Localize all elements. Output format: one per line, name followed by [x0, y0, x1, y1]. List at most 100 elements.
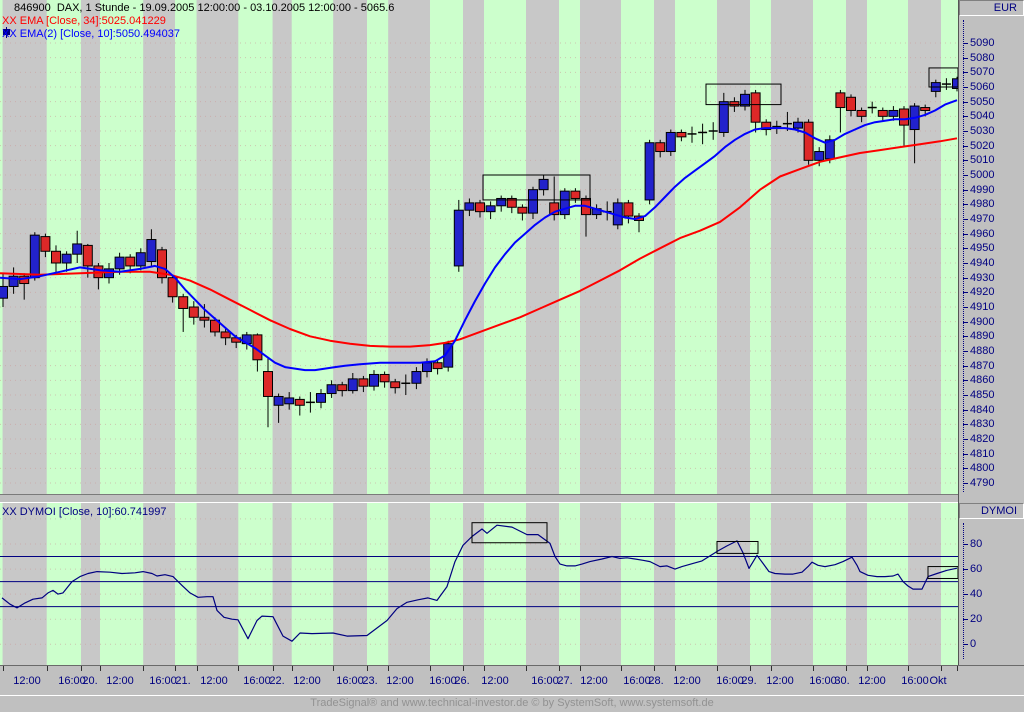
- ema10-legend: XX EMA(2) [Close, 10]:5050.494037: [2, 28, 180, 40]
- time-tick-label: 28.: [648, 675, 664, 687]
- candle-down: [51, 250, 61, 264]
- time-tick-mark: [717, 666, 718, 671]
- session-stripe: [0, 0, 3, 494]
- price-tick-label: 4930: [970, 272, 995, 284]
- candle-down: [549, 202, 560, 216]
- candle-up: [8, 275, 19, 287]
- candle-down: [570, 190, 581, 199]
- time-tick-mark: [621, 666, 622, 671]
- candle-up: [485, 205, 496, 213]
- candle-up: [665, 131, 676, 153]
- time-tick-mark: [367, 666, 368, 671]
- candle-up: [316, 393, 326, 403]
- session-stripe: [750, 503, 771, 665]
- session-stripe: [367, 0, 389, 494]
- candle-up: [559, 190, 570, 216]
- time-tick-mark: [957, 666, 958, 671]
- price-tick-label: 4830: [970, 418, 995, 430]
- session-stripe: [463, 0, 484, 494]
- time-tick-mark: [463, 666, 464, 671]
- price-tick-label: 4890: [970, 330, 995, 342]
- time-tick-label: 12:00: [481, 675, 509, 687]
- price-tick-label: 4990: [970, 184, 995, 196]
- time-tick-mark: [273, 666, 274, 671]
- indicator-tick-mark: [963, 594, 968, 595]
- candle-up: [114, 256, 125, 270]
- price-axis[interactable]: EUR 5090 5080 5070 5060 5050 5040 5030 5020 5010…: [958, 0, 1024, 503]
- dymoi-line: [1, 524, 958, 642]
- price-tick-label: 4790: [970, 477, 995, 489]
- price-tick-label: 4840: [970, 404, 995, 416]
- price-chart[interactable]: [0, 0, 958, 494]
- session-stripe: [621, 0, 654, 494]
- price-tick-label: 4910: [970, 301, 995, 313]
- time-tick-mark: [675, 666, 676, 671]
- session-stripe: [813, 0, 846, 494]
- price-tick-mark: [963, 424, 968, 425]
- candle-down: [337, 384, 348, 392]
- price-tick-mark: [963, 439, 968, 440]
- session-stripe: [0, 503, 3, 665]
- time-tick-mark: [430, 666, 431, 671]
- candle-down: [920, 107, 931, 111]
- price-tick-mark: [963, 380, 968, 381]
- price-tick-mark: [963, 322, 968, 323]
- time-tick-label: 12:00: [858, 675, 886, 687]
- price-tick-mark: [963, 410, 968, 411]
- ema34-line: [0, 137, 958, 348]
- price-pane[interactable]: 846900 DAX, 1 Stunde - 19.09.2005 12:00:…: [0, 0, 958, 494]
- time-tick-label: 12:00: [766, 675, 794, 687]
- session-stripe: [580, 503, 621, 665]
- doji-dash: [401, 382, 411, 385]
- session-stripe: [867, 0, 908, 494]
- footer-credit: TradeSignal® and www.technical-investor.…: [310, 697, 714, 709]
- indicator-axis[interactable]: DYMOI 80 60 40 20 0: [958, 503, 1024, 665]
- price-tick-mark: [963, 278, 968, 279]
- time-tick-mark: [867, 666, 868, 671]
- session-stripe: [580, 0, 621, 494]
- indicator-pane[interactable]: XX DYMOI [Close, 10]:60.741997: [0, 503, 958, 665]
- price-tick-label: 5040: [970, 110, 995, 122]
- price-tick-mark: [963, 43, 968, 44]
- candle-up: [273, 395, 284, 406]
- doji-dash: [708, 130, 718, 132]
- indicator-tick-mark: [963, 619, 968, 620]
- session-stripe: [941, 0, 958, 494]
- session-stripe: [750, 0, 771, 494]
- candle-up: [888, 109, 899, 117]
- indicator-axis-tickline: [963, 523, 964, 659]
- indicator-chart[interactable]: [0, 503, 958, 665]
- chart-title: 846900 DAX, 1 Stunde - 19.09.2005 12:00:…: [14, 2, 395, 14]
- session-stripe: [484, 0, 526, 494]
- doji-dash: [687, 133, 697, 135]
- price-tick-label: 4940: [970, 257, 995, 269]
- session-stripe: [526, 0, 559, 494]
- time-axis[interactable]: 12:00 16:00 20. 12:00 16:00 21. 12:00 16:00 22. 1…: [0, 665, 1024, 695]
- candle-up: [135, 252, 146, 267]
- time-tick-label: 20.: [82, 675, 98, 687]
- session-stripe: [526, 503, 559, 665]
- candle-down: [40, 236, 51, 252]
- annotation-box: [928, 67, 958, 88]
- time-tick-label: 16:00: [531, 675, 559, 687]
- candle-up: [422, 362, 432, 373]
- pane-splitter[interactable]: [0, 494, 958, 503]
- price-tick-mark: [963, 366, 968, 367]
- candle-up: [718, 101, 729, 133]
- candle-down: [761, 121, 772, 131]
- annotation-box: [716, 540, 759, 554]
- session-stripe: [717, 0, 750, 494]
- price-tick-mark: [963, 395, 968, 396]
- time-tick-mark: [526, 666, 527, 671]
- candle-down: [125, 256, 136, 267]
- time-tick-mark: [238, 666, 239, 671]
- time-tick-label: 12:00: [106, 675, 134, 687]
- annotation-box: [927, 566, 958, 579]
- time-tick-mark: [559, 666, 560, 671]
- candle-up: [326, 384, 337, 395]
- doji-dash: [698, 131, 708, 134]
- candle-down: [188, 306, 199, 318]
- price-tick-label: 4870: [970, 360, 995, 372]
- candle-down: [835, 92, 846, 109]
- price-tick-label: 5010: [970, 154, 995, 166]
